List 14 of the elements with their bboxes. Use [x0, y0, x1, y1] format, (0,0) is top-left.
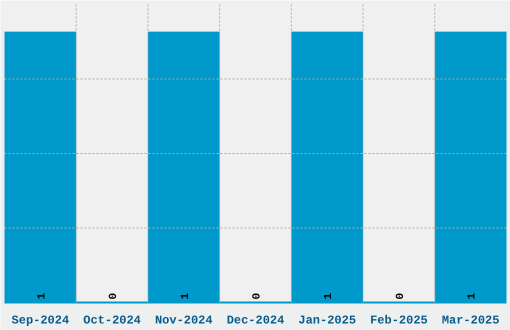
x-tick-label: Oct-2024	[83, 314, 141, 328]
x-tick-label: Mar-2025	[442, 314, 500, 328]
data-label: 1	[36, 292, 48, 300]
x-tick-label: Jan-2025	[298, 314, 356, 328]
data-label: 0	[108, 292, 120, 300]
data-label: 1	[180, 292, 192, 300]
x-tick-label: Sep-2024	[12, 314, 70, 328]
x-tick-label: Nov-2024	[154, 314, 213, 328]
data-label: 1	[466, 292, 479, 300]
x-tick-label: Feb-2025	[370, 314, 428, 328]
data-label: 0	[252, 292, 264, 300]
data-label: 0	[394, 292, 407, 300]
x-tick-label: Dec-2024	[226, 314, 284, 328]
data-label: 1	[323, 292, 336, 300]
